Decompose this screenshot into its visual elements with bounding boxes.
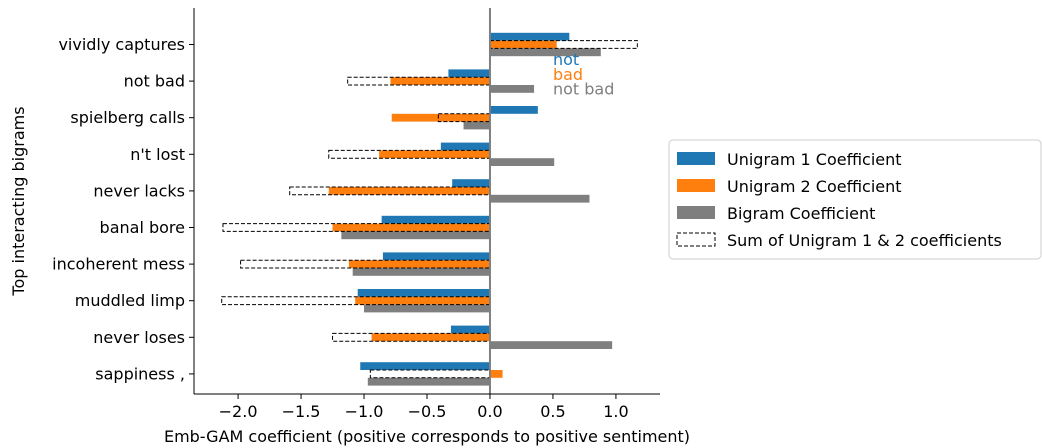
bar-3-7 bbox=[352, 268, 490, 276]
legend-label-1: Unigram 1 Coefficient bbox=[727, 150, 902, 169]
bar-1-8 bbox=[357, 289, 490, 297]
bar-2-6 bbox=[332, 223, 490, 232]
y-tick-label-8: muddled limp bbox=[75, 291, 185, 310]
bar-1-5 bbox=[452, 179, 490, 187]
y-axis-title: Top interacting bigrams bbox=[9, 106, 28, 296]
y-tick-label-5: never lacks bbox=[93, 181, 185, 200]
x-axis-title: Emb-GAM coefficient (positive correspond… bbox=[164, 427, 690, 446]
bar-2-3 bbox=[391, 113, 490, 122]
bar-2-1 bbox=[489, 40, 557, 49]
legend-label-2: Unigram 2 Coefficient bbox=[727, 177, 902, 196]
legend-swatch-2 bbox=[677, 179, 715, 192]
x-tick-label-6: 0.5 bbox=[540, 402, 565, 421]
sum-box-9 bbox=[332, 332, 491, 342]
bar-2-5 bbox=[328, 187, 490, 195]
bar-1-6 bbox=[381, 215, 490, 224]
bar-2-8 bbox=[355, 296, 490, 305]
annotation-3: not bad bbox=[553, 80, 614, 99]
y-tick-label-6: banal bore bbox=[100, 218, 185, 237]
sum-box-10 bbox=[369, 369, 491, 379]
x-tick-label-3: −1.0 bbox=[345, 402, 384, 421]
bar-2-9 bbox=[371, 333, 490, 342]
bar-2-4 bbox=[379, 150, 490, 159]
bar-2-2 bbox=[390, 77, 490, 85]
bar-1-10 bbox=[360, 362, 490, 370]
y-tick-label-3: spielberg calls bbox=[70, 108, 185, 127]
y-tick-label-4: n't lost bbox=[130, 145, 185, 164]
legend-swatch-1 bbox=[677, 152, 715, 165]
y-tick-label-10: sappiness , bbox=[95, 364, 185, 383]
bar-3-4 bbox=[489, 158, 555, 166]
bar-1-9 bbox=[450, 325, 490, 334]
x-tick-label-2: −1.5 bbox=[282, 402, 321, 421]
x-tick-label-5: 0.0 bbox=[477, 402, 502, 421]
axes-layer: −2.0 −1.5 −1.0 −0.5 0.0 0.5 1.0 vividly capture… bbox=[9, 8, 690, 446]
bar-1-1 bbox=[489, 32, 570, 41]
bar-3-5 bbox=[489, 194, 590, 203]
legend-label-4: Sum of Unigram 1 & 2 coefficients bbox=[727, 231, 1002, 250]
legend: Unigram 1 Coefficient Unigram 2 Coefficie… bbox=[668, 139, 1042, 260]
bar-2-7 bbox=[348, 260, 490, 268]
bar-1-4 bbox=[440, 142, 490, 151]
bar-1-7 bbox=[382, 252, 490, 261]
legend-swatch-4 bbox=[676, 232, 716, 247]
bar-2-10 bbox=[489, 370, 503, 378]
x-tick-label-7: 1.0 bbox=[603, 402, 628, 421]
bar-3-10 bbox=[367, 377, 490, 386]
legend-label-3: Bigram Coefficient bbox=[727, 204, 875, 223]
y-tick-label-9: never loses bbox=[93, 328, 185, 347]
y-tick-label-2: not bad bbox=[124, 72, 185, 91]
annotation-2: bad bbox=[553, 65, 583, 84]
bar-3-9 bbox=[489, 341, 613, 349]
y-tick-label-7: incoherent mess bbox=[52, 255, 185, 274]
bar-3-6 bbox=[341, 231, 490, 240]
x-tick-label-4: −0.5 bbox=[408, 402, 447, 421]
y-tick-label-1: vividly captures bbox=[58, 35, 185, 54]
bar-3-2 bbox=[489, 85, 535, 93]
legend-frame bbox=[668, 139, 1042, 260]
bar-1-3 bbox=[489, 106, 538, 114]
bar-3-8 bbox=[364, 304, 490, 313]
x-tick-label-1: −2.0 bbox=[219, 402, 258, 421]
bar-3-1 bbox=[489, 48, 601, 57]
annotation-1: not bbox=[553, 50, 579, 69]
legend-swatch-3 bbox=[677, 206, 715, 219]
bar-3-3 bbox=[463, 121, 490, 130]
bar-1-2 bbox=[448, 69, 490, 78]
